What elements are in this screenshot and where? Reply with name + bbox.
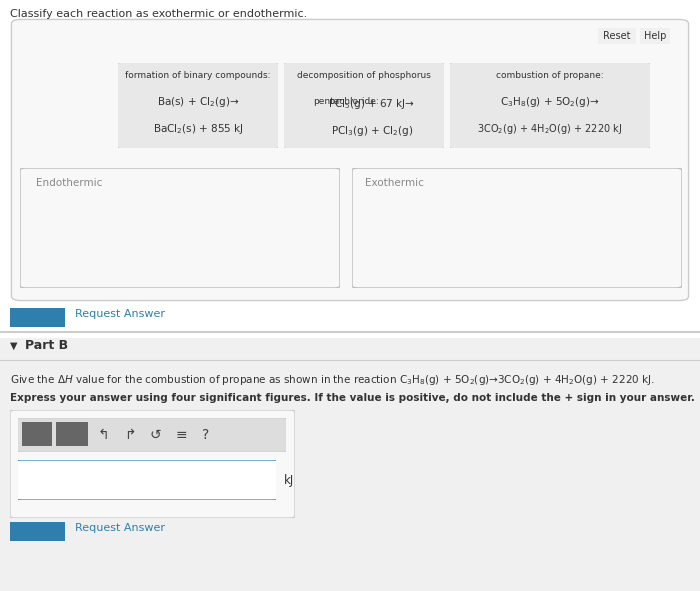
Text: ?: ? (202, 428, 209, 442)
FancyBboxPatch shape (15, 418, 288, 452)
Text: kJ: kJ (284, 474, 294, 487)
FancyBboxPatch shape (635, 25, 675, 47)
Text: pentachloride:: pentachloride: (313, 97, 379, 106)
Text: ΑΣφ: ΑΣφ (61, 429, 83, 439)
FancyBboxPatch shape (20, 420, 55, 448)
FancyBboxPatch shape (15, 460, 279, 501)
FancyBboxPatch shape (282, 62, 446, 149)
Text: decomposition of phosphorus: decomposition of phosphorus (297, 72, 431, 80)
Text: 3CO$_2$(g) + 4H$_2$O(g) + 2220 kJ: 3CO$_2$(g) + 4H$_2$O(g) + 2220 kJ (477, 122, 622, 137)
Text: combustion of propane:: combustion of propane: (496, 72, 604, 80)
Text: Request Answer: Request Answer (75, 309, 165, 319)
Text: PCl$_5$(g) + 67 kJ→: PCl$_5$(g) + 67 kJ→ (328, 97, 416, 111)
FancyBboxPatch shape (3, 306, 72, 329)
Text: ↱: ↱ (124, 428, 136, 442)
Text: Ba(s) + Cl$_2$(g)→: Ba(s) + Cl$_2$(g)→ (157, 95, 239, 109)
FancyBboxPatch shape (352, 168, 682, 288)
Text: Submit: Submit (15, 527, 60, 537)
Text: BaCl$_2$(s) + 855 kJ: BaCl$_2$(s) + 855 kJ (153, 122, 244, 137)
Text: ↺: ↺ (150, 428, 162, 442)
FancyBboxPatch shape (448, 62, 652, 149)
Text: Help: Help (644, 31, 666, 41)
FancyBboxPatch shape (116, 62, 279, 149)
Text: PCl$_3$(g) + Cl$_2$(g): PCl$_3$(g) + Cl$_2$(g) (331, 124, 413, 138)
Text: Part B: Part B (25, 339, 68, 352)
FancyBboxPatch shape (20, 168, 340, 288)
Text: Give the Δ$H$ value for the combustion of propane as shown in the reaction C$_3$: Give the Δ$H$ value for the combustion o… (10, 373, 655, 387)
Text: Classify each reaction as exothermic or endothermic.: Classify each reaction as exothermic or … (10, 9, 307, 19)
FancyBboxPatch shape (11, 20, 689, 301)
Text: Express your answer using four significant figures. If the value is positive, do: Express your answer using four significa… (10, 393, 695, 403)
Text: C$_3$H$_8$(g) + 5O$_2$(g)→: C$_3$H$_8$(g) + 5O$_2$(g)→ (500, 95, 600, 109)
Text: ▼: ▼ (10, 341, 18, 351)
Text: Exothermic: Exothermic (365, 178, 424, 187)
FancyBboxPatch shape (53, 420, 90, 448)
Text: ↰: ↰ (98, 428, 110, 442)
FancyBboxPatch shape (3, 519, 72, 544)
FancyBboxPatch shape (10, 410, 295, 518)
Text: ≡: ≡ (176, 428, 188, 442)
Text: Submit: Submit (15, 313, 60, 323)
Text: Endothermic: Endothermic (36, 178, 102, 187)
Text: formation of binary compounds:: formation of binary compounds: (125, 72, 271, 80)
Text: Request Answer: Request Answer (75, 523, 165, 533)
Text: Reset: Reset (603, 31, 631, 41)
FancyBboxPatch shape (592, 25, 643, 47)
Text: ■√: ■√ (29, 429, 45, 439)
